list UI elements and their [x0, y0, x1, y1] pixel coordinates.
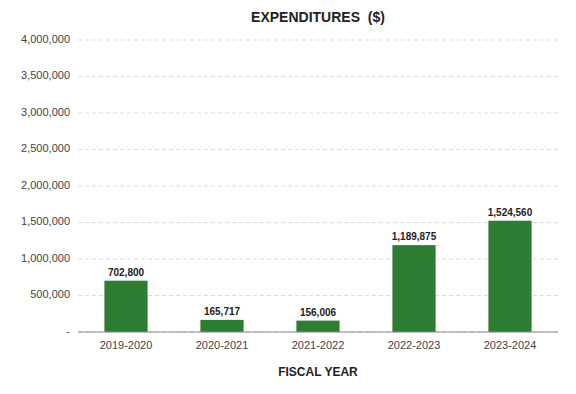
- y-axis: - 500,000 1,000,000 1,500,000 2,000,000 2,500…: [21, 33, 70, 337]
- grid-line: [78, 332, 558, 333]
- grid-line: [78, 295, 558, 296]
- data-label: 165,717: [204, 306, 241, 317]
- x-axis: 2019-2020 2020-2021 2021-2022 2022-2023 2023…: [78, 332, 558, 351]
- y-tick-label: 3,000,000: [21, 106, 70, 118]
- bar: [392, 245, 435, 332]
- grid-line: [78, 149, 558, 150]
- title: EXPENDITURES ($): [251, 9, 385, 25]
- x-tick-label: 2020-2021: [196, 339, 249, 351]
- grid-line: [78, 40, 558, 41]
- bar: [296, 321, 339, 332]
- grid: [78, 40, 558, 332]
- chart: - 500,000 1,000,000 1,500,000 2,000,000 2,500…: [0, 0, 576, 394]
- x-axis-label: FISCAL YEAR: [278, 365, 358, 379]
- grid-line: [78, 222, 558, 223]
- data-label: 1,189,875: [392, 231, 437, 242]
- bar: [200, 320, 243, 332]
- x-axis-line: [78, 332, 558, 333]
- data-label: 702,800: [108, 267, 145, 278]
- y-tick-label: 3,500,000: [21, 69, 70, 81]
- y-tick-label: -: [66, 325, 70, 337]
- grid-line: [78, 186, 558, 187]
- grid-line: [78, 76, 558, 77]
- grid-line: [78, 259, 558, 260]
- data-labels: 702,800 165,717 156,006 1,189,875 1,524,560: [108, 207, 533, 318]
- data-label: 156,006: [300, 307, 337, 318]
- y-tick-label: 1,500,000: [21, 215, 70, 227]
- x-tick-label: 2019-2020: [100, 339, 153, 351]
- bar: [104, 281, 147, 332]
- chart-container: - 500,000 1,000,000 1,500,000 2,000,000 2,500…: [0, 0, 576, 394]
- data-label: 1,524,560: [488, 207, 533, 218]
- y-tick-label: 2,000,000: [21, 179, 70, 191]
- y-tick-label: 1,000,000: [21, 252, 70, 264]
- x-tick-label: 2021-2022: [292, 339, 345, 351]
- bars: [104, 221, 531, 332]
- bar: [488, 221, 531, 332]
- y-tick-label: 500,000: [30, 288, 70, 300]
- grid-line: [78, 113, 558, 114]
- y-tick-label: 4,000,000: [21, 33, 70, 45]
- x-tick-label: 2023-2024: [484, 339, 537, 351]
- x-tick-label: 2022-2023: [388, 339, 441, 351]
- y-tick-label: 2,500,000: [21, 142, 70, 154]
